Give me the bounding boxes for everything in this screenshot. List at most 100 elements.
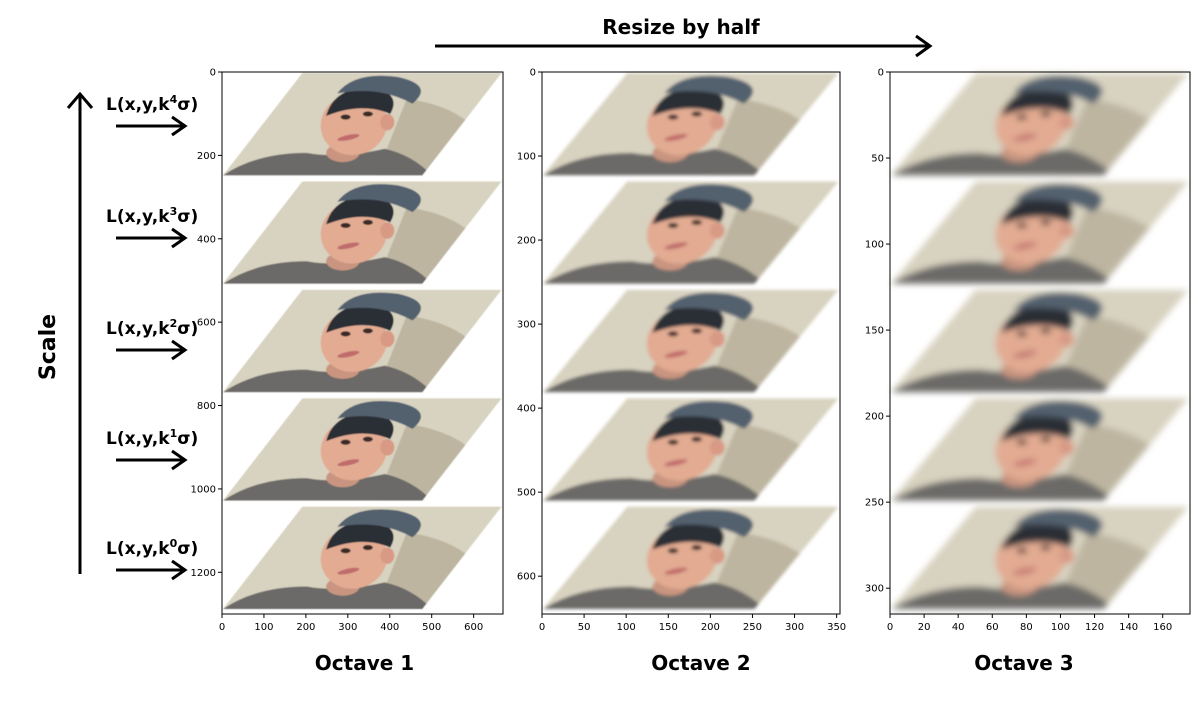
level-label-exponent: 4	[170, 93, 178, 106]
resize-label: Resize by half	[602, 15, 760, 39]
level-label: L(x,y,k3σ)	[106, 205, 198, 249]
level-arrow	[116, 227, 188, 249]
x-tick-label: 350	[827, 622, 846, 633]
portrait-tile	[223, 181, 502, 284]
portrait-tile	[223, 73, 502, 176]
x-tick-label: 40	[952, 622, 965, 633]
level-label: L(x,y,k4σ)	[106, 93, 198, 137]
level-label-text: L(x,y,k1σ)	[106, 427, 198, 449]
level-label-end: σ)	[177, 539, 198, 559]
level-label-text: L(x,y,k3σ)	[106, 205, 198, 227]
level-label-base: L(x,y,k	[106, 95, 170, 115]
y-tick-label: 100	[517, 152, 536, 163]
level-label-base: L(x,y,k	[106, 319, 170, 339]
x-tick-label: 100	[1051, 622, 1070, 633]
scale-arrow	[66, 91, 94, 574]
x-tick-label: 300	[785, 622, 804, 633]
x-tick-label: 100	[617, 622, 636, 633]
tile-stack	[543, 73, 839, 609]
level-arrow	[116, 449, 188, 471]
level-label: L(x,y,k0σ)	[106, 537, 198, 581]
tile-stack	[223, 73, 502, 609]
level-arrow	[116, 559, 188, 581]
x-tick-label: 150	[659, 622, 678, 633]
x-tick-label: 140	[1119, 622, 1138, 633]
octave-panel: 0 20 40 60 80 100 120 140 160 0 50 100 150 200 250 300 O…	[865, 68, 1191, 675]
y-tick-label: 800	[197, 401, 216, 412]
x-tick-label: 200	[701, 622, 720, 633]
portrait-tile	[223, 289, 502, 393]
y-tick-label: 0	[210, 68, 216, 79]
x-tick-label: 100	[254, 622, 273, 633]
level-label-end: σ)	[177, 319, 198, 339]
octave-panel: 0 100 200 300 400 500 600 0 200 400 600 800 1000 1200…	[191, 68, 504, 675]
portrait-tile	[891, 398, 1189, 501]
level-label-text: L(x,y,k2σ)	[106, 317, 198, 339]
x-tick-label: 0	[539, 622, 545, 633]
level-label-end: σ)	[177, 95, 198, 115]
level-label-base: L(x,y,k	[106, 429, 170, 449]
portrait-tile	[891, 73, 1189, 176]
level-label-exponent: 1	[170, 427, 178, 440]
x-tick-label: 0	[887, 622, 893, 633]
level-arrow	[116, 115, 188, 137]
y-tick-label: 300	[517, 320, 536, 331]
octave-panels: 0 100 200 300 400 500 600020040060080010001200…	[191, 68, 1191, 676]
y-tick-label: 1000	[191, 484, 216, 495]
level-label-end: σ)	[177, 429, 198, 449]
level-arrow	[116, 339, 188, 361]
portrait-tile	[543, 289, 839, 393]
y-tick-label: 250	[865, 498, 884, 509]
y-tick-label: 600	[517, 572, 536, 583]
y-tick-label: 0	[878, 68, 884, 79]
level-label: L(x,y,k1σ)	[106, 427, 198, 471]
axes-frame	[541, 71, 841, 615]
y-tick-label: 200	[865, 412, 884, 423]
x-tick-label: 600	[464, 622, 483, 633]
x-tick-label: 120	[1085, 622, 1104, 633]
y-tick-label: 300	[865, 584, 884, 595]
axes-frame	[889, 71, 1191, 615]
level-label: L(x,y,k2σ)	[106, 317, 198, 361]
x-tick-label: 300	[338, 622, 357, 633]
y-tick-label: 200	[517, 236, 536, 247]
level-label-base: L(x,y,k	[106, 539, 170, 559]
y-tick-label: 0	[530, 68, 536, 79]
x-tick-label: 0	[219, 622, 225, 633]
x-tick-label: 80	[1020, 622, 1033, 633]
level-label-exponent: 0	[170, 537, 178, 550]
tile-stack	[891, 73, 1189, 609]
x-tick-label: 500	[422, 622, 441, 633]
octave-title: Octave 2	[651, 651, 750, 675]
octave-title: Octave 3	[974, 651, 1073, 675]
x-tick-label: 250	[743, 622, 762, 633]
portrait-tile	[543, 506, 839, 609]
y-tick-label: 150	[865, 326, 884, 337]
axes-frame	[221, 71, 504, 615]
level-label-base: L(x,y,k	[106, 207, 170, 227]
y-tick-label: 50	[871, 154, 884, 165]
x-tick-label: 200	[296, 622, 315, 633]
y-tick-label: 600	[197, 318, 216, 329]
x-tick-label: 20	[918, 622, 931, 633]
portrait-tile	[543, 398, 839, 501]
portrait-tile	[223, 398, 502, 501]
level-label-exponent: 3	[170, 205, 178, 218]
x-tick-label: 160	[1153, 622, 1172, 633]
y-tick-label: 100	[865, 240, 884, 251]
portrait-tile	[543, 181, 839, 284]
level-labels: L(x,y,k4σ)L(x,y,k3σ)L(x,y,k2σ)L(x,y,k1σ)…	[106, 93, 198, 581]
portrait-tile	[223, 506, 502, 609]
portrait-tile	[891, 289, 1189, 393]
octave-title: Octave 1	[315, 651, 414, 675]
x-tick-label: 60	[986, 622, 999, 633]
y-tick-label: 1200	[191, 568, 216, 579]
y-tick-label: 400	[197, 234, 216, 245]
y-tick-label: 400	[517, 404, 536, 415]
portrait-tile	[891, 506, 1189, 609]
level-label-end: σ)	[177, 207, 198, 227]
scale-label: Scale	[36, 314, 61, 380]
octave-panel: 0 50 100 150 200 250 300 350 0 100 200 300 400 500 600…	[517, 68, 846, 676]
portrait-tile	[891, 181, 1189, 284]
